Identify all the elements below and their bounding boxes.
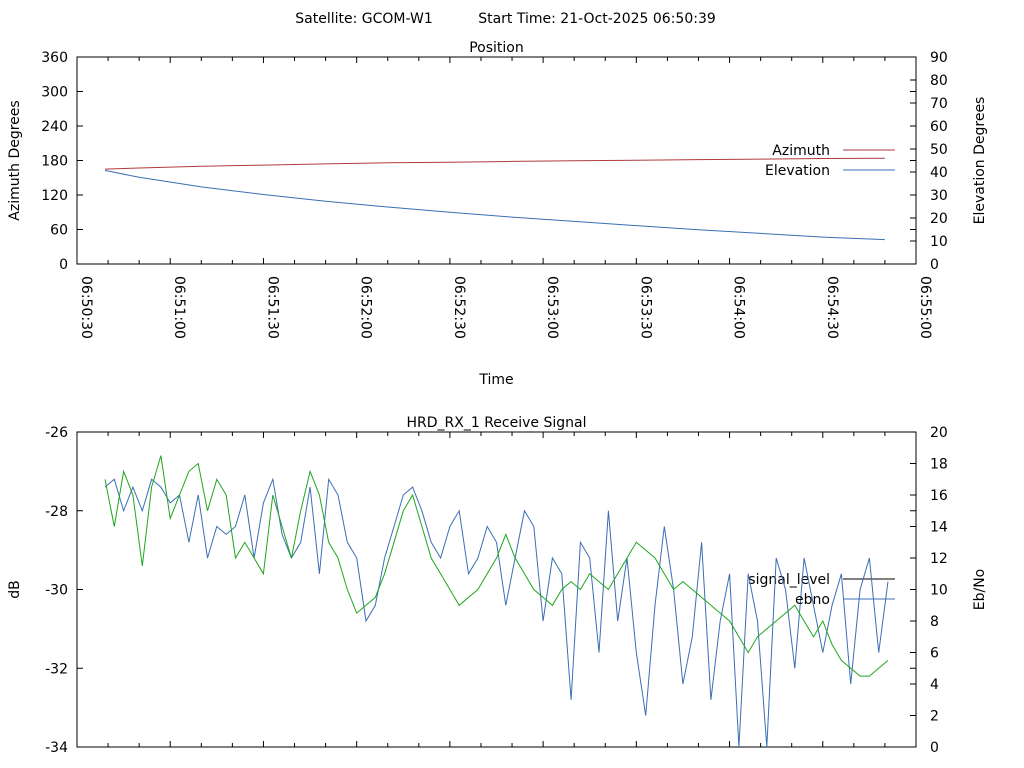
y2-tick-label: 14 [930,520,948,536]
y2-tick-label: 0 [930,257,939,273]
y-axis-label: dB [7,580,23,599]
series-line-Azimuth [104,157,885,170]
x-tick-label: 06:54:30 [824,276,840,339]
x-tick-label: 06:51:30 [264,276,280,339]
y2-tick-label: 10 [930,234,948,250]
x-tick-label: 06:52:30 [451,276,467,339]
y2-tick-label: 8 [930,614,939,630]
legend-label: Elevation [765,163,830,179]
y2-tick-label: 16 [930,488,948,504]
satellite-label: Satellite: GCOM-W1 [295,11,432,27]
y-tick-label: 360 [41,50,68,66]
y2-tick-label: 20 [930,425,948,441]
plot-title: HRD_RX_1 Receive Signal [407,415,587,431]
x-tick-label: 06:53:00 [544,276,560,339]
plot-frame [76,431,917,748]
y2-tick-label: 30 [930,188,948,204]
y-tick-label: 120 [41,188,68,204]
x-tick-label: 06:54:00 [731,276,747,339]
receive-signal-plot: HRD_RX_1 Receive Signal -34 -32 -30 -28 -26 0 2… [7,415,988,756]
y-tick-label: -26 [45,425,68,441]
y2-tick-label: 80 [930,73,948,89]
legend-label: Azimuth [772,143,830,159]
x-tick-label: 06:51:00 [171,276,187,339]
y-tick-label: -32 [45,661,68,677]
y-tick-label: 180 [41,154,68,170]
y-tick-label: 60 [50,223,68,239]
y2-axis-label: Eb/No [972,569,988,611]
x-tick-label: 06:55:00 [917,276,933,339]
y-tick-label: 300 [41,85,68,101]
y-tick-label: -30 [45,583,68,599]
y2-tick-label: 10 [930,583,948,599]
y2-tick-label: 6 [930,646,939,662]
start-time-label: Start Time: 21-Oct-2025 06:50:39 [478,11,716,27]
y-tick-label: 240 [41,119,68,135]
legend-label: ebno [795,592,830,608]
plot-title: Position [469,40,524,56]
y-axis-label: Azimuth Degrees [7,100,23,220]
series-line-Elevation [104,169,885,241]
legend-label: signal_level [748,572,830,588]
y2-tick-label: 70 [930,96,948,112]
y2-axis-label: Elevation Degrees [972,97,988,225]
y2-tick-label: 50 [930,142,948,158]
y-tick-label: -28 [45,504,68,520]
y-tick-label: 0 [59,257,68,273]
position-plot: Position 0 60 120 180 240 300 360 0 10 20 30 40 50 60 7… [7,40,988,388]
y2-tick-label: 2 [930,709,939,725]
y2-tick-label: 60 [930,119,948,135]
series-line-series-2 [104,455,889,677]
x-tick-label: 06:53:30 [637,276,653,339]
series-line-ebno [104,477,889,748]
plot-frame [76,56,917,265]
y2-tick-label: 18 [930,457,948,473]
y-tick-label: -34 [45,740,68,756]
x-tick-label: 06:50:30 [78,276,94,339]
y2-tick-label: 40 [930,165,948,181]
y2-tick-label: 0 [930,740,939,756]
y2-tick-label: 4 [930,677,939,693]
x-axis-label: Time [478,372,513,388]
y2-tick-label: 20 [930,211,948,227]
x-tick-label: 06:52:00 [358,276,374,339]
y2-tick-label: 90 [930,50,948,66]
y2-tick-label: 12 [930,551,948,567]
